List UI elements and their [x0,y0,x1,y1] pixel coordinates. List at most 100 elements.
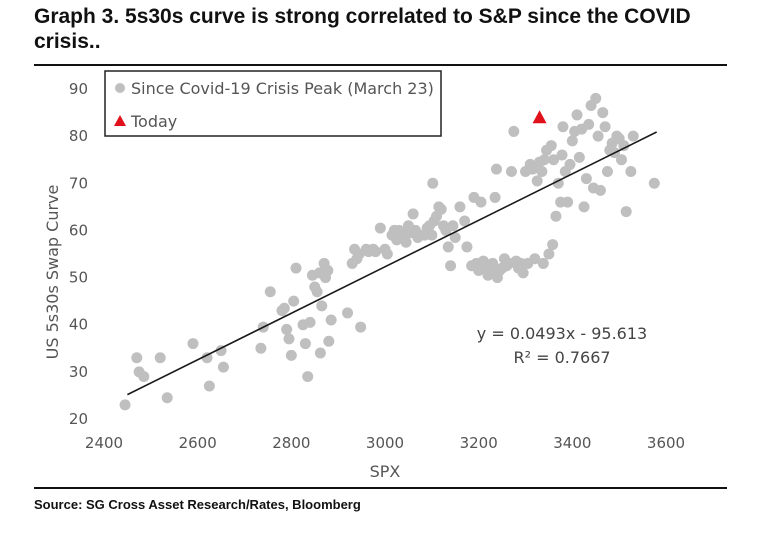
data-point [447,220,459,232]
data-point [618,140,630,152]
data-point [461,241,473,253]
data-point [119,399,131,411]
y-tick-label: 50 [69,269,88,287]
x-tick-label: 3600 [647,434,685,452]
data-point [594,184,606,196]
x-axis-ticks: 2400 2600 2800 3000 3200 3400 3600 [85,434,685,452]
trendline [127,131,657,396]
legend-label-since-covid: Since Covid-19 Crisis Peak (March 23) [131,79,434,98]
data-point [566,135,578,147]
y-tick-label: 60 [69,221,88,239]
x-tick-label: 2400 [85,434,123,452]
data-point [557,121,569,133]
data-point [531,175,543,187]
today-marker [532,110,547,124]
data-point [278,302,290,314]
data-point [154,352,166,364]
x-tick-label: 2800 [272,434,310,452]
data-point [459,215,471,227]
data-point [187,338,199,350]
data-point [564,158,576,170]
y-tick-label: 80 [69,127,88,145]
title-divider [34,64,727,66]
data-point [290,262,302,274]
x-tick-label: 3400 [553,434,591,452]
data-point [592,130,604,142]
data-point [620,206,632,218]
data-point [550,210,562,222]
chart-title: Graph 3. 5s30s curve is strong correlate… [34,5,691,53]
y-tick-label: 40 [69,316,88,334]
y-tick-label: 90 [69,80,88,98]
data-point [548,154,560,166]
data-point [325,314,337,326]
y-axis-ticks: 20 30 40 50 60 70 80 90 [69,80,88,428]
data-point [316,300,328,312]
data-point [215,345,227,357]
trendline-equation: y = 0.0493x - 95.613 [477,324,647,343]
y-tick-label: 70 [69,174,88,192]
data-point [381,248,393,260]
data-point [203,380,215,392]
data-point [505,166,517,177]
data-point [489,191,501,203]
data-point [616,154,628,166]
data-point [304,316,316,328]
legend-label-today: Today [130,112,177,131]
data-point [426,229,438,241]
data-point [400,236,412,248]
data-point [625,166,637,177]
data-point [138,371,150,383]
data-point [131,352,143,364]
x-axis-label: SPX [370,462,401,481]
data-point [161,392,173,404]
data-point [374,222,386,234]
data-point [552,177,564,189]
legend-circle-marker [115,83,125,93]
legend-triangle-marker [114,115,126,126]
source-divider [34,487,727,489]
data-point [545,140,557,152]
data-point [597,107,609,119]
data-point [255,342,267,354]
data-point [583,118,595,130]
data-point [342,307,354,319]
data-point [543,248,555,260]
data-point [590,92,602,104]
data-point [601,166,613,177]
legend-box [104,70,442,137]
data-point [264,286,276,298]
data-point [302,371,314,383]
data-point [407,208,419,220]
data-point [311,286,323,298]
data-point [648,177,660,189]
data-point [283,333,295,345]
data-point [562,196,574,208]
y-axis-label: US 5s30s Swap Curve [43,185,62,360]
x-tick-label: 3200 [460,434,498,452]
data-point [490,163,502,175]
data-point [527,163,539,175]
data-point [508,125,520,137]
data-point [217,361,229,373]
data-point [449,232,461,243]
data-point [537,257,549,269]
data-point [599,121,611,133]
data-point [578,201,590,213]
data-point [445,260,457,272]
source-note: Source: SG Cross Asset Research/Rates, B… [34,497,361,512]
data-point [427,177,439,189]
data-point [556,149,568,161]
data-point [370,246,382,258]
data-point [355,321,367,333]
data-point [322,265,334,276]
y-tick-label: 30 [69,363,88,381]
data-point [627,130,639,142]
data-point [571,109,583,121]
data-point [487,257,499,269]
scatter-chart: 20 30 40 50 60 70 80 90 2400 2600 2800 3000 3200 340… [43,70,685,481]
data-point [314,347,326,359]
data-point [475,196,487,208]
data-points [119,92,660,411]
data-point [299,338,311,350]
